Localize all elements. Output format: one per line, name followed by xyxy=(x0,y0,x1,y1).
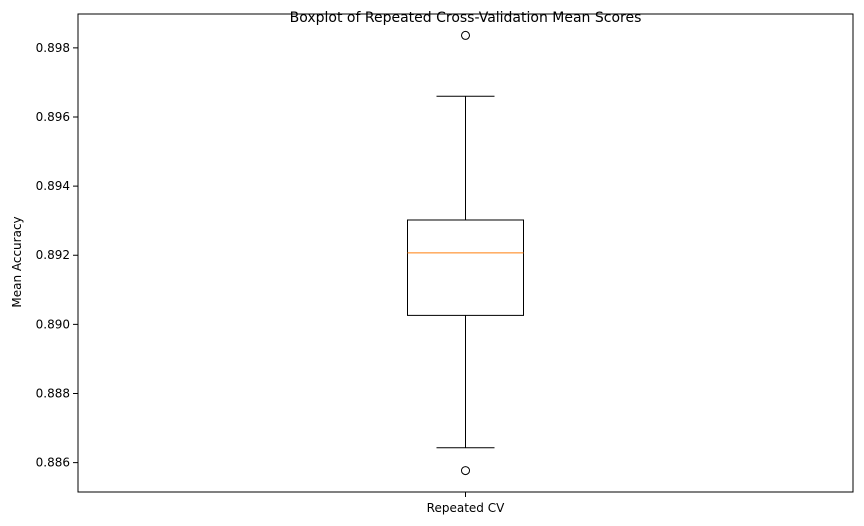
y-axis-label: Mean Accuracy xyxy=(10,216,24,307)
outlier-point xyxy=(461,30,470,40)
plot-area: 0.886 0.888 0.890 0.892 0.894 0.896 0.898 Repea… xyxy=(36,30,524,515)
outlier-point xyxy=(461,466,470,476)
y-tick-label: 0.890 xyxy=(36,317,70,331)
y-tick-label: 0.896 xyxy=(36,110,70,124)
chart-title: Boxplot of Repeated Cross-Validation Mea… xyxy=(290,10,642,26)
y-tick-label: 0.898 xyxy=(36,41,70,55)
axes-frame xyxy=(77,13,854,493)
box-iqr xyxy=(407,219,524,316)
y-tick-label: 0.894 xyxy=(36,179,70,193)
x-tick-label: Repeated CV xyxy=(427,501,505,515)
y-tick-label: 0.892 xyxy=(36,248,70,262)
y-tick-label: 0.886 xyxy=(36,456,70,470)
y-tick-label: 0.888 xyxy=(36,386,70,400)
